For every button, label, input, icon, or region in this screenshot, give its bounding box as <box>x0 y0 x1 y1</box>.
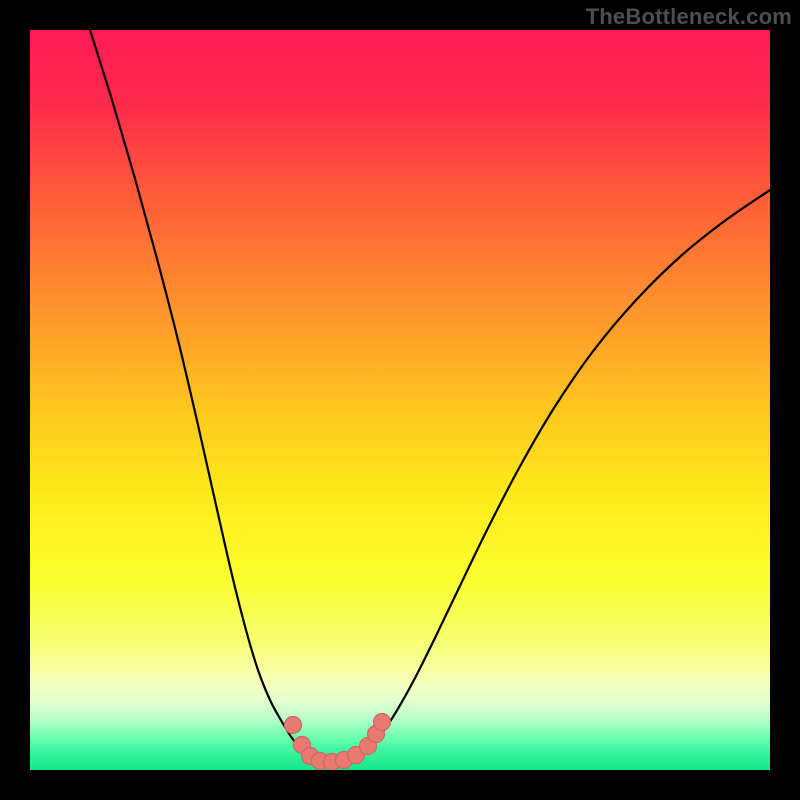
watermark: TheBottleneck.com <box>586 4 792 30</box>
curve-marker <box>374 714 391 731</box>
plot-area <box>30 30 770 770</box>
curve-markers <box>285 714 391 771</box>
curve-line <box>90 30 770 761</box>
bottleneck-curve <box>30 30 770 770</box>
curve-marker <box>285 717 302 734</box>
